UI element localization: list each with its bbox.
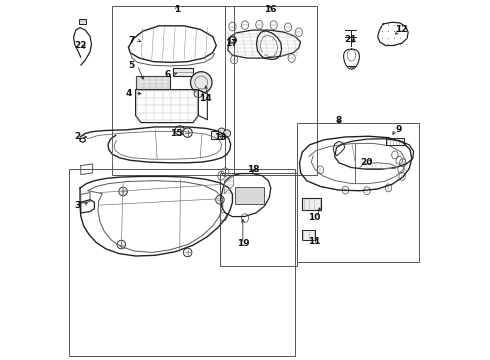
- Text: 10: 10: [308, 213, 320, 222]
- Ellipse shape: [175, 126, 184, 135]
- Text: 15: 15: [170, 129, 182, 138]
- Text: 12: 12: [395, 25, 407, 34]
- FancyBboxPatch shape: [302, 230, 315, 240]
- Text: 11: 11: [308, 237, 320, 246]
- Text: 21: 21: [344, 35, 357, 44]
- Text: 7: 7: [129, 36, 135, 45]
- Text: 22: 22: [74, 41, 87, 50]
- Text: 6: 6: [165, 70, 171, 79]
- Text: 9: 9: [395, 125, 402, 134]
- Text: 19: 19: [237, 239, 249, 248]
- FancyBboxPatch shape: [173, 68, 193, 76]
- Ellipse shape: [183, 248, 192, 257]
- Text: 1: 1: [174, 5, 180, 14]
- Text: 20: 20: [360, 158, 372, 167]
- Text: 4: 4: [125, 89, 132, 98]
- FancyBboxPatch shape: [78, 19, 86, 24]
- Ellipse shape: [191, 72, 212, 93]
- Text: 14: 14: [199, 94, 212, 103]
- Text: 8: 8: [336, 116, 342, 125]
- Text: 5: 5: [128, 61, 134, 70]
- Ellipse shape: [216, 195, 224, 204]
- Ellipse shape: [119, 187, 127, 196]
- Text: 13: 13: [214, 133, 226, 142]
- Text: 3: 3: [74, 201, 81, 210]
- FancyBboxPatch shape: [211, 131, 221, 139]
- Ellipse shape: [223, 130, 231, 137]
- Text: 18: 18: [246, 165, 259, 174]
- Text: 17: 17: [225, 39, 238, 48]
- FancyBboxPatch shape: [136, 76, 170, 89]
- Text: 16: 16: [264, 5, 276, 14]
- FancyBboxPatch shape: [235, 187, 264, 204]
- Ellipse shape: [117, 240, 125, 249]
- Text: 2: 2: [74, 132, 81, 141]
- Ellipse shape: [218, 128, 225, 135]
- FancyBboxPatch shape: [302, 198, 321, 211]
- Ellipse shape: [194, 90, 203, 98]
- Ellipse shape: [183, 128, 192, 137]
